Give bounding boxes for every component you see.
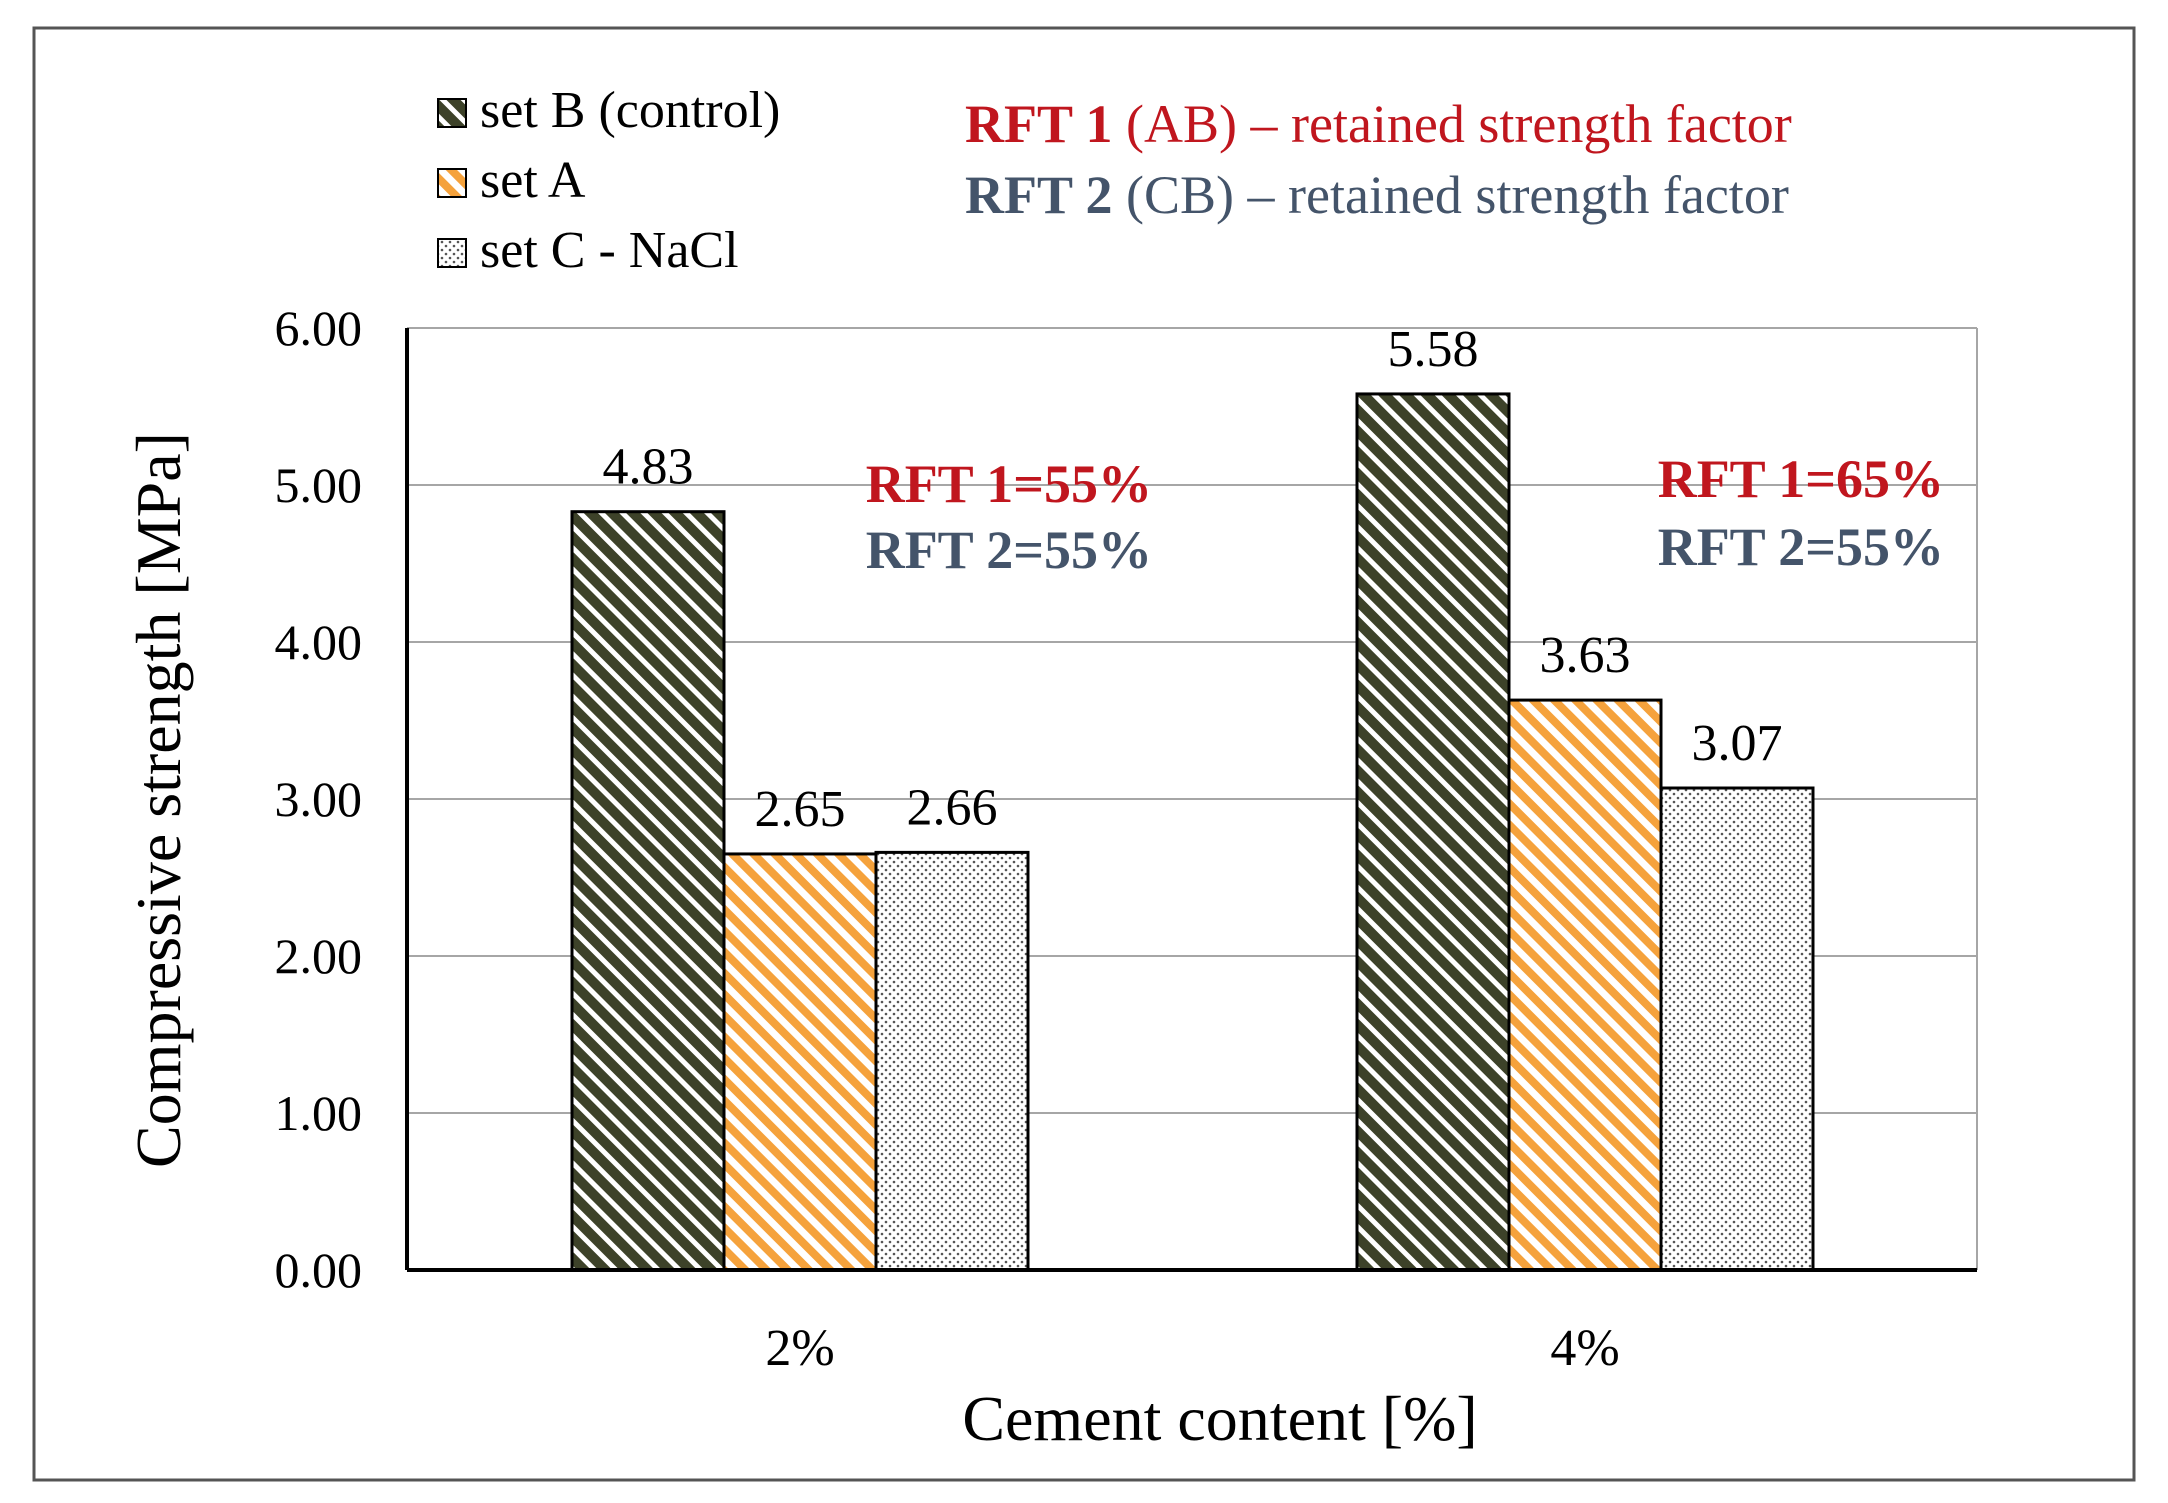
y-tick-label: 0.00 (275, 1242, 363, 1298)
rft2-key-text: (CB) – retained strength factor (1113, 165, 1789, 225)
group-2pct-rft2: RFT 2=55% (866, 520, 1152, 580)
y-tick-label: 4.00 (275, 614, 363, 670)
y-tick-label: 1.00 (275, 1085, 363, 1141)
plot-area: 4.83 2.65 2.66 5.58 3.63 3.07 0.00 1.00 2.00 3.0… (275, 300, 1978, 1377)
bars (570, 392, 1815, 1272)
bar-value-label: 2.65 (755, 781, 846, 838)
legend-label: set A (480, 152, 586, 209)
x-tick-label: 2% (765, 1320, 834, 1377)
group-4pct-rft1: RFT 1=65% (1658, 449, 1944, 509)
legend-label: set C - NaCl (480, 222, 739, 279)
legend-swatch-set-c (437, 238, 467, 268)
y-axis-title: Compressive strength [MPa] (123, 432, 194, 1168)
group-annotations: RFT 1=55% RFT 2=55% RFT 1=65% RFT 2=55% (866, 449, 1944, 580)
y-tick-label: 3.00 (275, 771, 363, 827)
rft1-key-bold: RFT 1 (965, 94, 1113, 154)
legend-item: set B (control) (437, 82, 780, 139)
legend-swatch-set-b (437, 98, 467, 128)
y-tick-labels: 0.00 1.00 2.00 3.00 4.00 5.00 6.00 (275, 300, 363, 1298)
x-tick-label: 4% (1550, 1320, 1619, 1377)
bar (1507, 698, 1663, 1272)
legend: set B (control) set A set C - NaCl (437, 82, 780, 279)
y-tick-label: 5.00 (275, 457, 363, 513)
y-tick-label: 2.00 (275, 928, 363, 984)
bar-value-label: 5.58 (1388, 321, 1479, 378)
bar-value-label: 3.63 (1540, 627, 1631, 684)
group-4pct-rft2: RFT 2=55% (1658, 517, 1944, 577)
x-axis-title: Cement content [%] (962, 1383, 1477, 1454)
x-tick-labels: 2% 4% (765, 1320, 1619, 1377)
group-2pct-rft1: RFT 1=55% (866, 454, 1152, 514)
bar (874, 850, 1030, 1272)
bar (570, 510, 726, 1272)
legend-item: set A (437, 152, 586, 209)
bar-value-label: 4.83 (603, 439, 694, 496)
rft1-key-text: (AB) – retained strength factor (1113, 94, 1792, 154)
value-labels: 4.83 2.65 2.66 5.58 3.63 3.07 (603, 321, 1783, 838)
rft-key: RFT 1 (AB) – retained strength factor RF… (965, 94, 1792, 225)
bar (1355, 392, 1511, 1272)
bar-value-label: 2.66 (907, 779, 998, 836)
legend-label: set B (control) (480, 82, 780, 139)
rft1-key-line: RFT 1 (AB) – retained strength factor (965, 94, 1792, 154)
legend-swatch-set-a (437, 168, 467, 198)
bar (1659, 786, 1815, 1272)
bar (722, 852, 878, 1272)
y-tick-label: 6.00 (275, 300, 363, 356)
rft2-key-bold: RFT 2 (965, 165, 1113, 225)
bar-value-label: 3.07 (1692, 715, 1783, 772)
rft2-key-line: RFT 2 (CB) – retained strength factor (965, 165, 1789, 225)
legend-item: set C - NaCl (437, 222, 739, 279)
